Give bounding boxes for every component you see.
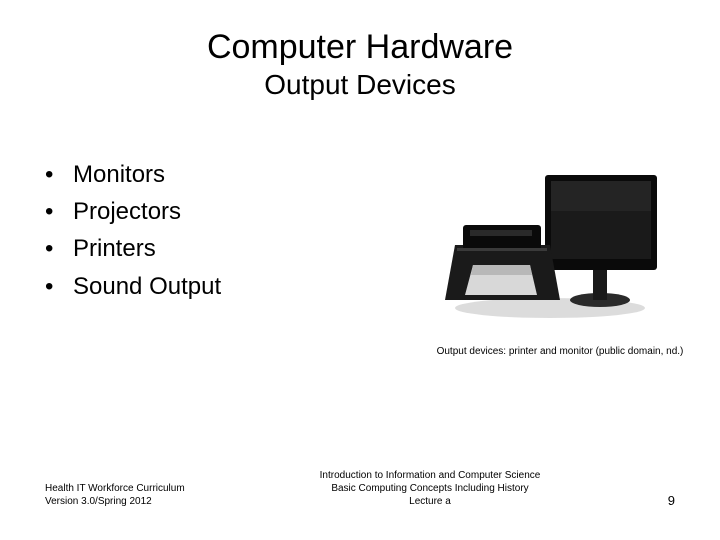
- footer-lecture: Lecture a: [245, 495, 615, 508]
- bullet-item: Projectors: [45, 193, 221, 230]
- bullet-item: Sound Output: [45, 268, 221, 305]
- footer-version: Version 3.0/Spring 2012: [45, 495, 245, 508]
- bullet-item: Printers: [45, 230, 221, 267]
- bullet-list: Monitors Projectors Printers Sound Outpu…: [45, 156, 221, 305]
- page-number: 9: [615, 493, 675, 508]
- output-devices-image: [435, 170, 665, 320]
- slide-footer: Health IT Workforce Curriculum Version 3…: [0, 469, 720, 508]
- footer-topic: Basic Computing Concepts Including Histo…: [245, 482, 615, 495]
- slide-title: Computer Hardware: [45, 28, 675, 67]
- slide-subtitle: Output Devices: [45, 69, 675, 101]
- footer-course: Introduction to Information and Computer…: [245, 469, 615, 482]
- bullet-item: Monitors: [45, 156, 221, 193]
- footer-left: Health IT Workforce Curriculum Version 3…: [45, 482, 245, 508]
- image-caption: Output devices: printer and monitor (pub…: [430, 345, 690, 358]
- slide: Computer Hardware Output Devices Monitor…: [0, 0, 720, 540]
- printer-monitor-icon: [435, 170, 665, 320]
- footer-center: Introduction to Information and Computer…: [245, 469, 615, 508]
- footer-curriculum: Health IT Workforce Curriculum: [45, 482, 245, 495]
